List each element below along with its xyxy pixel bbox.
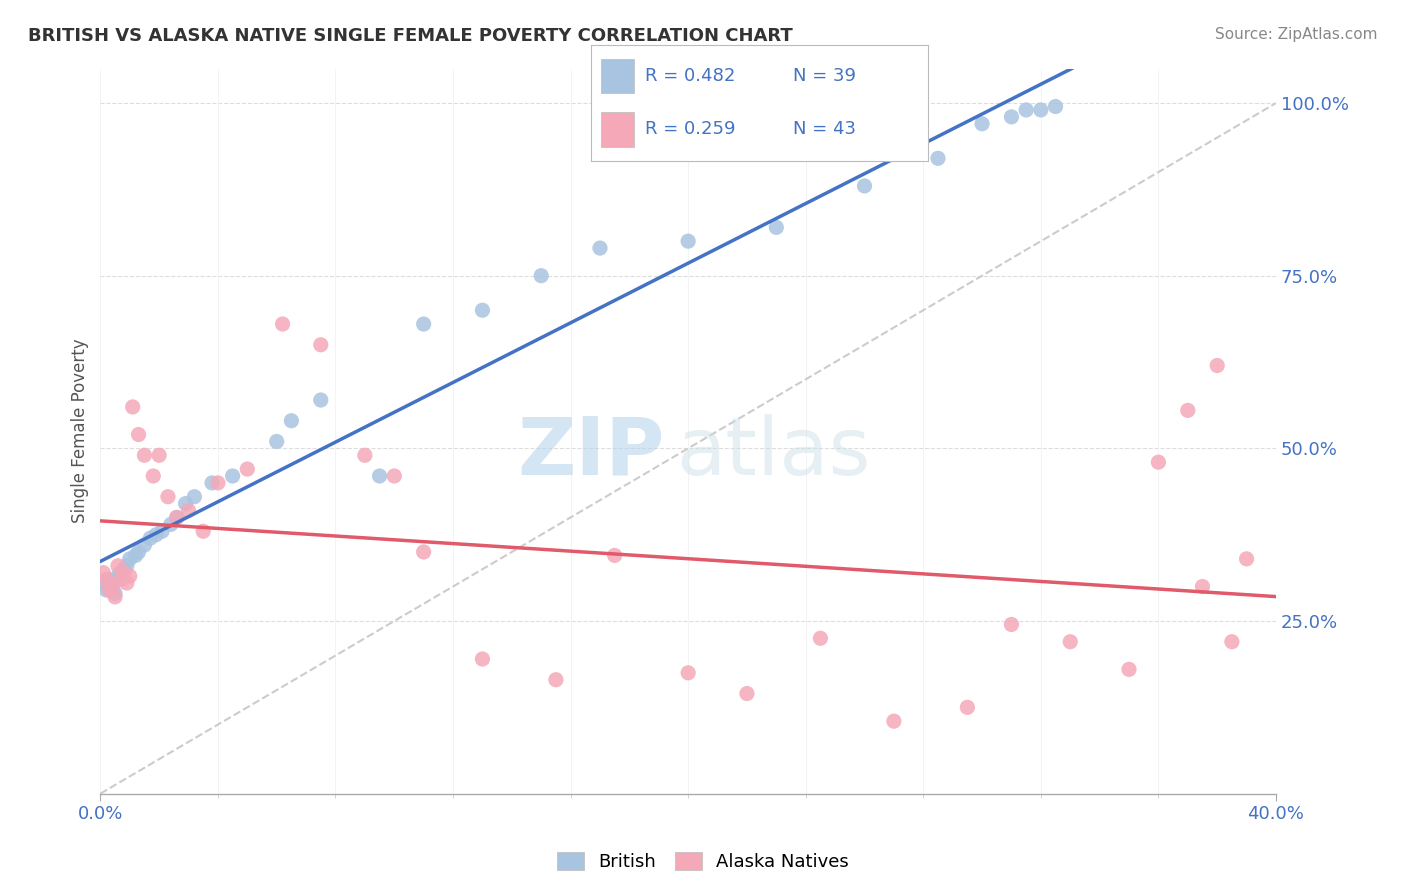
Text: ZIP: ZIP (517, 414, 665, 491)
Text: atlas: atlas (676, 414, 870, 491)
Point (280, 414, 302, 428)
Point (382, 469, 405, 483)
Point (96, 582, 118, 597)
Point (1177, 403, 1199, 417)
Point (309, 392, 332, 407)
Point (145, 527, 167, 541)
Point (810, 632, 832, 646)
Point (118, 569, 141, 583)
Point (150, 524, 173, 539)
Point (134, 538, 156, 552)
Text: Source: ZipAtlas.com: Source: ZipAtlas.com (1215, 27, 1378, 42)
Y-axis label: Single Female Poverty: Single Female Poverty (72, 339, 89, 524)
Point (98, 573, 121, 587)
Point (676, 234, 699, 248)
Text: BRITISH VS ALASKA NATIVE SINGLE FEMALE POVERTY CORRELATION CHART: BRITISH VS ALASKA NATIVE SINGLE FEMALE P… (28, 27, 793, 45)
FancyBboxPatch shape (600, 59, 634, 94)
Point (110, 573, 132, 587)
Point (183, 490, 205, 504)
Point (124, 549, 146, 563)
Point (207, 475, 229, 490)
Point (128, 427, 150, 442)
Point (266, 434, 288, 449)
Point (156, 490, 179, 504)
Text: R = 0.482: R = 0.482 (644, 67, 735, 85)
Point (166, 510, 188, 524)
Text: N = 43: N = 43 (793, 120, 856, 138)
Point (91, 576, 114, 591)
Point (112, 566, 135, 580)
Point (1191, 579, 1213, 593)
Point (1236, 552, 1258, 566)
Point (107, 569, 129, 583)
Point (128, 545, 150, 559)
Point (121, 400, 143, 414)
Point (1000, 617, 1022, 632)
Point (177, 503, 200, 517)
Point (115, 576, 138, 591)
Point (1045, 99, 1067, 113)
Point (1015, 103, 1038, 117)
Point (91, 566, 114, 580)
Point (96, 573, 118, 587)
Point (883, 714, 905, 728)
Point (104, 590, 127, 604)
Point (735, 687, 758, 701)
Point (201, 475, 224, 490)
Point (148, 448, 170, 462)
Legend: British, Alaska Natives: British, Alaska Natives (550, 845, 856, 879)
Point (110, 566, 132, 580)
Point (853, 178, 876, 193)
Point (271, 317, 294, 331)
Point (676, 665, 699, 680)
Point (166, 510, 188, 524)
Point (104, 586, 127, 600)
Point (970, 117, 993, 131)
FancyBboxPatch shape (600, 112, 634, 146)
Point (1118, 662, 1140, 676)
Point (471, 303, 494, 318)
Point (956, 700, 979, 714)
Point (236, 462, 259, 476)
Point (471, 652, 494, 666)
Point (1220, 634, 1243, 648)
Point (1147, 455, 1170, 469)
Point (193, 524, 215, 539)
Point (134, 448, 156, 462)
Point (309, 338, 332, 352)
Point (368, 469, 391, 483)
Point (1000, 110, 1022, 124)
Point (412, 317, 434, 331)
Point (160, 517, 183, 532)
Point (142, 469, 165, 483)
Point (174, 497, 197, 511)
Point (589, 241, 612, 255)
Point (221, 469, 243, 483)
Point (101, 579, 124, 593)
Point (1029, 103, 1052, 117)
Point (603, 549, 626, 563)
Point (101, 579, 124, 593)
Point (115, 558, 138, 573)
Point (112, 562, 135, 576)
Text: N = 39: N = 39 (793, 67, 856, 85)
Point (98, 582, 121, 597)
Text: R = 0.259: R = 0.259 (644, 120, 735, 138)
Point (118, 552, 141, 566)
Point (107, 558, 129, 573)
Point (544, 673, 567, 687)
Point (412, 545, 434, 559)
Point (927, 151, 949, 165)
Point (1206, 359, 1229, 373)
Point (354, 448, 377, 462)
Point (1059, 634, 1081, 648)
Point (530, 268, 553, 283)
Point (139, 531, 162, 545)
Point (765, 220, 787, 235)
